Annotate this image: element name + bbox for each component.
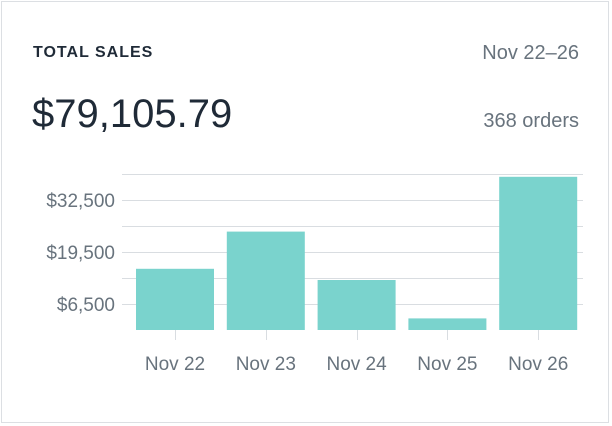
bar-nov-25[interactable] <box>408 318 487 330</box>
x-tick-label: Nov 23 <box>236 354 296 375</box>
y-tick-label: $19,500 <box>46 243 115 264</box>
bar-nov-24[interactable] <box>317 280 396 330</box>
date-range: Nov 22–26 <box>482 42 579 64</box>
bar-nov-23[interactable] <box>226 231 305 330</box>
card-title: TOTAL SALES <box>33 44 154 61</box>
bar-nov-22[interactable] <box>136 268 214 330</box>
x-tick-label: Nov 24 <box>326 354 387 375</box>
y-tick-label: $32,500 <box>46 191 115 212</box>
x-tick-label: Nov 22 <box>145 354 205 375</box>
x-tick-label: Nov 25 <box>417 354 477 375</box>
x-tick-label: Nov 26 <box>508 354 568 375</box>
bar-nov-26[interactable] <box>499 176 578 330</box>
y-tick-label: $6,500 <box>57 295 115 316</box>
orders-count: 368 orders <box>483 110 579 132</box>
total-sales-value: $79,105.79 <box>32 92 233 136</box>
